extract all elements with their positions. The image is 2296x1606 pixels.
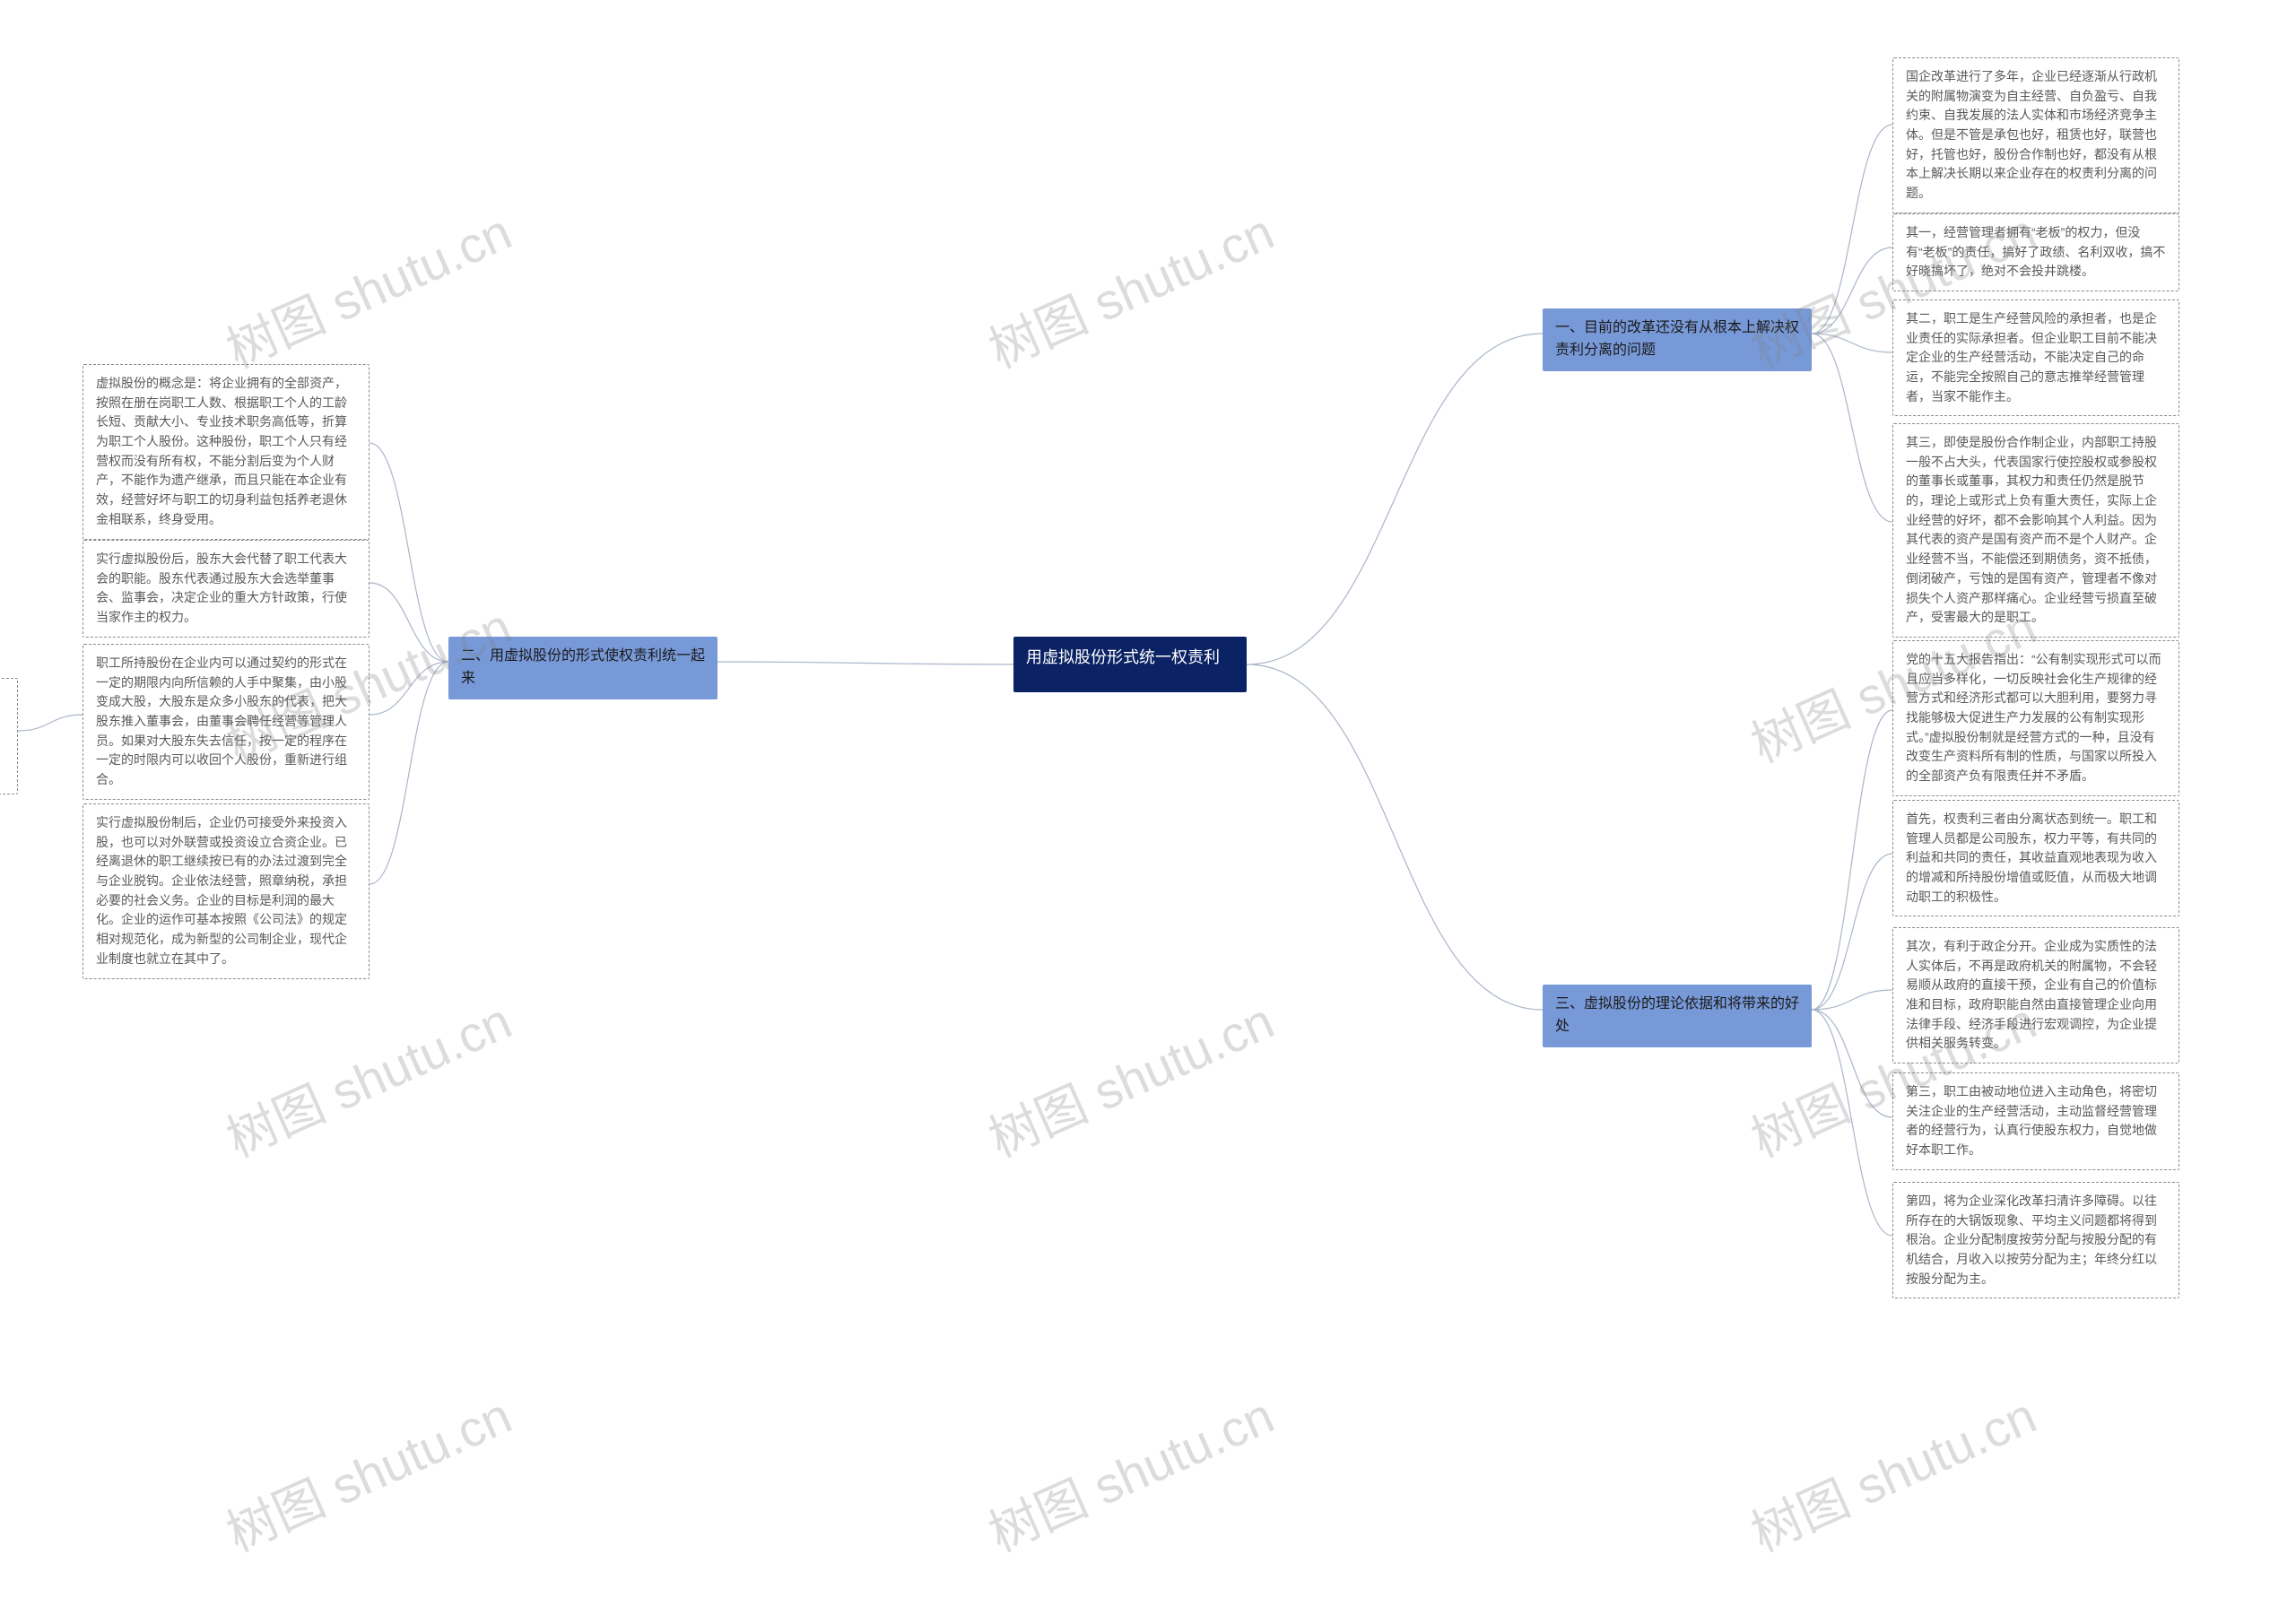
branch-b3: 三、虚拟股份的理论依据和将带来的好处 — [1543, 985, 1812, 1047]
watermark-1: 树图 shutu.cn — [976, 193, 1283, 383]
watermark-0: 树图 shutu.cn — [213, 193, 521, 383]
watermark-6: 树图 shutu.cn — [976, 982, 1283, 1172]
leaf-b2-1: 实行虚拟股份后，股东大会代替了职工代表大会的职能。股东代表通过股东大会选举董事会… — [83, 540, 370, 638]
leaf-b2-0: 虚拟股份的概念是：将企业拥有的全部资产，按照在册在岗职工人数、根据职工个人的工龄… — [83, 364, 370, 540]
watermark-10: 树图 shutu.cn — [1738, 1376, 2046, 1567]
leaf-b3-4: 第四，将为企业深化改革扫清许多障碍。以往所存在的大锅饭现象、平均主义问题都将得到… — [1892, 1182, 2179, 1298]
leaf-b3-0: 党的十五大报告指出：“公有制实现形式可以而且应当多样化，一切反映社会化生产规律的… — [1892, 640, 2179, 796]
branch-b2: 二、用虚拟股份的形式使权责利统一起来 — [448, 637, 718, 699]
leaf-b2-2: 职工所持股份在企业内可以通过契约的形式在一定的期限内向所信赖的人手中聚集，由小股… — [83, 644, 370, 800]
watermark-5: 树图 shutu.cn — [213, 982, 521, 1172]
leaf-b1-3: 其三，即使是股份合作制企业，内部职工持股一般不占大头，代表国家行使控股权或参股权… — [1892, 423, 2179, 638]
leaf-b2-2-side: 职工所持股份仅是一张凭证，它是领取工资、获得福利、年终分红和交纳社会养老保险金的… — [0, 678, 18, 794]
branch-b1: 一、目前的改革还没有从根本上解决权责利分离的问题 — [1543, 308, 1812, 371]
leaf-b3-1: 首先，权责利三者由分离状态到统一。职工和管理人员都是公司股东，权力平等，有共同的… — [1892, 800, 2179, 916]
leaf-b2-3: 实行虚拟股份制后，企业仍可接受外来投资入股，也可以对外联营或投资设立合资企业。已… — [83, 803, 370, 979]
leaf-b1-0: 国企改革进行了多年，企业已经逐渐从行政机关的附属物演变为自主经营、自负盈亏、自我… — [1892, 57, 2179, 213]
root-node: 用虚拟股份形式统一权责利 — [1013, 637, 1247, 692]
leaf-b1-1: 其一，经营管理者拥有“老板”的权力，但没有“老板”的责任，搞好了政绩、名利双收，… — [1892, 213, 2179, 291]
watermark-9: 树图 shutu.cn — [976, 1376, 1283, 1567]
leaf-b3-2: 其次，有利于政企分开。企业成为实质性的法人实体后，不再是政府机关的附属物，不会轻… — [1892, 927, 2179, 1063]
leaf-b1-2: 其二，职工是生产经营风险的承担者，也是企业责任的实际承担者。但企业职工目前不能决… — [1892, 299, 2179, 416]
leaf-b3-3: 第三，职工由被动地位进入主动角色，将密切关注企业的生产经营活动，主动监督经营管理… — [1892, 1072, 2179, 1170]
watermark-8: 树图 shutu.cn — [213, 1376, 521, 1567]
